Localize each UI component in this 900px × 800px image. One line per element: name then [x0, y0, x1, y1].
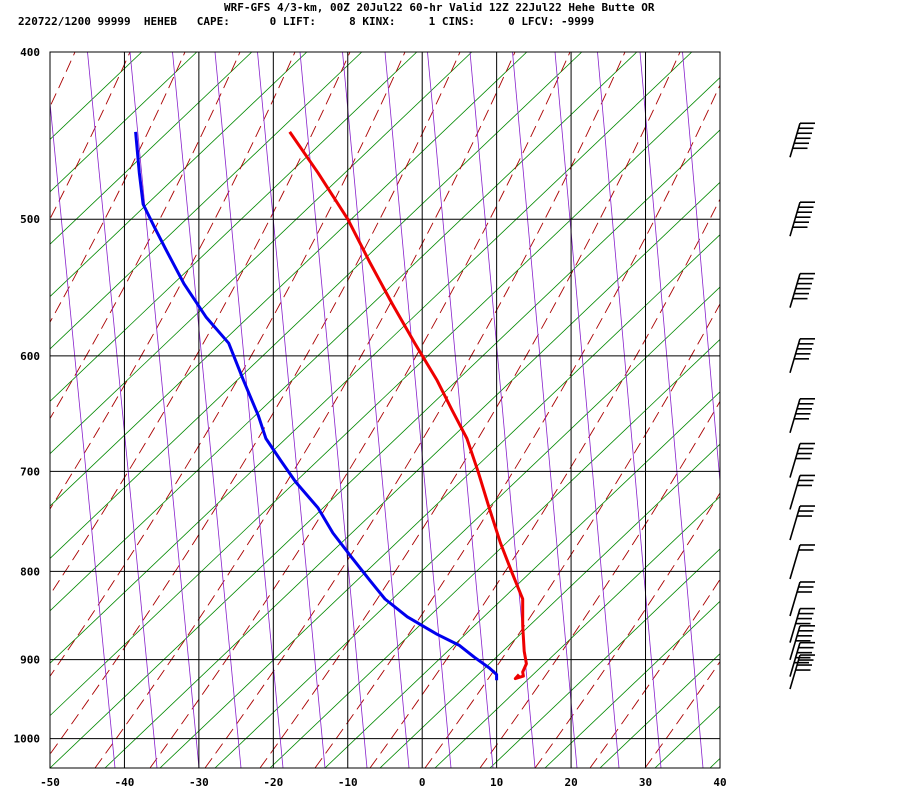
y-tick-label: 900 [20, 654, 40, 667]
moist-adiabat [0, 52, 20, 768]
wind-barb [789, 272, 815, 308]
dewpoint-profile [134, 131, 499, 681]
mixing-ratio-line [342, 52, 410, 768]
wind-barb [789, 544, 815, 580]
temperature-profile [288, 131, 528, 681]
mixing-ratio-line [87, 52, 158, 768]
dry-adiabat [379, 443, 720, 768]
x-tick-label: -50 [40, 776, 60, 789]
profiles [134, 131, 528, 681]
x-tick-label: 40 [713, 776, 726, 789]
wind-barb [789, 641, 815, 677]
plot-frame [49, 51, 721, 769]
x-tick-label: 20 [564, 776, 577, 789]
x-tick-label: -20 [263, 776, 283, 789]
y-tick-label: 600 [20, 350, 40, 363]
mixing-ratio-line [299, 52, 368, 768]
wind-barb [789, 201, 815, 237]
mixing-ratio-line [512, 52, 578, 768]
dry-adiabat [50, 129, 720, 768]
moist-adiabat [50, 52, 406, 677]
x-tick-label: -40 [115, 776, 135, 789]
x-tick-label: 30 [639, 776, 652, 789]
wind-barb [789, 338, 815, 374]
dry-adiabat [599, 653, 720, 768]
dry-adiabat [544, 600, 720, 768]
dry-adiabat [50, 76, 720, 717]
dry-adiabat [50, 52, 583, 560]
moist-adiabat [259, 52, 681, 768]
y-tick-label: 1000 [14, 733, 41, 746]
dry-adiabat [104, 181, 720, 768]
background-lines [0, 52, 900, 768]
dry-adiabat [324, 391, 720, 768]
wind-barb [789, 505, 815, 541]
y-tick-label: 800 [20, 565, 40, 578]
wind-barbs [789, 122, 815, 690]
chart-header-line1: WRF-GFS 4/3-km, 00Z 20Jul22 60-hr Valid … [224, 1, 655, 14]
dry-adiabat [50, 52, 308, 298]
mixing-ratio-line [427, 52, 494, 768]
dry-adiabat [434, 496, 720, 768]
wind-barb [789, 122, 815, 158]
wind-barb [789, 607, 815, 643]
chart-header-line2: 220722/1200 99999 HEHEB CAPE: 0 LIFT: 8 … [18, 15, 595, 28]
moist-adiabat [644, 660, 720, 768]
mixing-ratio-line [172, 52, 242, 768]
moist-adiabat [149, 52, 571, 768]
mixing-ratio-line [384, 52, 452, 768]
dry-adiabat [489, 548, 720, 768]
x-tick-label: -10 [338, 776, 358, 789]
x-tick-labels: -50 -40 -30 -20 -10 0 10 20 30 40 [40, 776, 727, 789]
wind-barb [789, 654, 815, 690]
dry-adiabat [50, 52, 418, 402]
dry-adiabat [765, 52, 900, 768]
y-tick-labels: 400 500 600 700 800 900 1000 [14, 46, 41, 746]
wind-barb [789, 474, 815, 510]
dry-adiabat [50, 52, 528, 507]
y-tick-label: 400 [20, 46, 40, 59]
moist-adiabat [50, 52, 296, 510]
y-tick-label: 700 [20, 465, 40, 478]
mixing-ratio-line [214, 52, 284, 768]
dry-adiabat [50, 52, 638, 612]
grid-lines [50, 51, 720, 768]
mixing-ratio-line [257, 52, 326, 768]
moist-adiabat [479, 400, 720, 768]
mixing-ratio-line [50, 99, 116, 768]
wind-barb [789, 442, 815, 478]
dry-adiabat [159, 234, 720, 768]
moist-adiabat [424, 303, 720, 768]
x-tick-label: 10 [490, 776, 503, 789]
wind-barb [789, 625, 815, 661]
moist-adiabat [534, 492, 720, 768]
dry-adiabat [50, 52, 693, 664]
mixing-ratio-line [129, 52, 200, 768]
mixing-ratio-line [639, 52, 704, 768]
wind-barb [789, 398, 815, 434]
dry-adiabat [50, 52, 473, 455]
mixing-ratio-line [597, 52, 662, 768]
dry-adiabat [50, 52, 253, 245]
mixing-ratio-line [554, 52, 620, 768]
y-tick-label: 500 [20, 213, 40, 226]
x-tick-label: -30 [189, 776, 209, 789]
dry-adiabat [214, 286, 720, 768]
dry-adiabat [50, 52, 363, 350]
x-tick-label: 0 [419, 776, 426, 789]
moist-adiabat [369, 198, 720, 768]
dry-adiabat [50, 52, 198, 193]
mixing-ratio-line [682, 52, 720, 487]
moist-adiabat [589, 578, 720, 768]
moist-adiabat [50, 52, 461, 755]
wind-barb [789, 581, 815, 617]
